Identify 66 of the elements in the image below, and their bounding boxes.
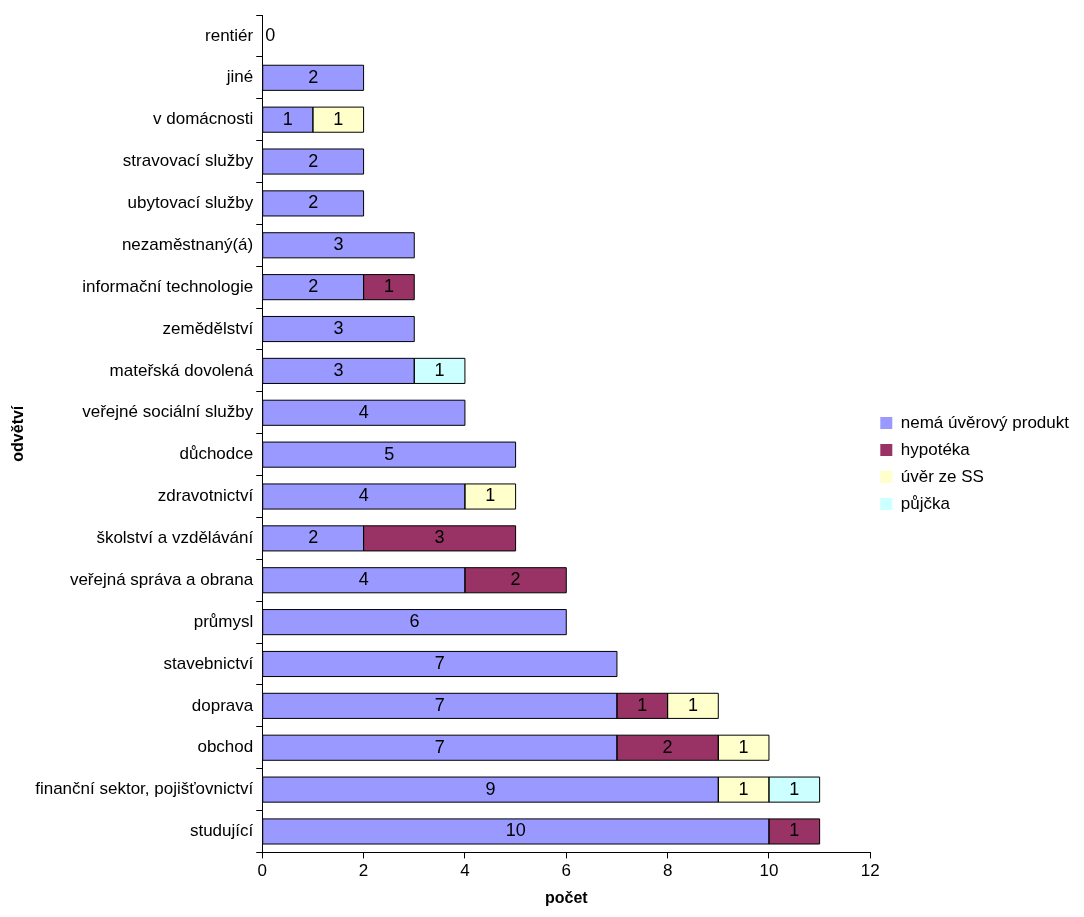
y-tick-label: ubytovací služby [127, 193, 254, 213]
y-tick-label: rentiér [205, 25, 254, 45]
data-label: 2 [308, 66, 319, 87]
legend-label: úvěr ze SS [900, 466, 984, 486]
data-label: 1 [789, 820, 800, 841]
data-label: 5 [384, 443, 395, 464]
data-label: 2 [510, 569, 521, 590]
data-label: 3 [434, 527, 445, 548]
data-label: 7 [434, 736, 445, 757]
y-tick-label: zdravotnictví [157, 486, 254, 506]
legend-label: nemá úvěrový produkt [900, 412, 1070, 432]
y-tick-label: finanční sektor, pojišťovnictví [35, 779, 254, 799]
y-tick-label: průmysl [193, 611, 254, 631]
data-label: 4 [358, 401, 369, 422]
data-label: 3 [333, 234, 344, 255]
y-tick-label: veřejná správa a obrana [69, 569, 254, 589]
data-label: 10 [505, 820, 526, 841]
x-tick-label: 8 [662, 861, 673, 881]
data-label: 3 [333, 317, 344, 338]
x-tick-label: 12 [860, 861, 880, 881]
legend-label: půjčka [900, 493, 951, 513]
data-label: 7 [434, 694, 445, 715]
y-tick-label: školství a vzdělávání [96, 528, 254, 548]
y-tick-label: stravovací služby [122, 151, 254, 171]
data-label: 4 [358, 485, 369, 506]
data-label: 1 [333, 108, 344, 129]
y-tick-label: veřejné sociální služby [82, 402, 254, 422]
x-tick-label: 10 [759, 861, 779, 881]
data-label: 2 [308, 276, 319, 297]
x-tick-label: 4 [460, 861, 470, 881]
data-label: 1 [434, 359, 445, 380]
data-label: 1 [383, 276, 394, 297]
data-label: 1 [485, 485, 496, 506]
y-tick-label: zemědělství [162, 318, 254, 338]
data-label: 2 [662, 736, 673, 757]
data-label: 1 [637, 694, 648, 715]
y-tick-label: obchod [197, 737, 254, 757]
y-tick-label: v domácnosti [153, 109, 254, 129]
data-label: 6 [409, 611, 420, 632]
x-tick-label: 6 [561, 861, 571, 881]
data-label: 0 [265, 24, 276, 45]
data-label: 2 [308, 192, 319, 213]
data-label: 1 [738, 778, 749, 799]
x-axis-title: počet [544, 888, 589, 906]
y-tick-label: jiné [225, 67, 254, 87]
y-tick-label: mateřská dovolená [109, 360, 254, 380]
x-tick-label: 0 [257, 861, 267, 881]
y-tick-label: nezaměstnaný(á) [121, 234, 254, 254]
y-axis-title: odvětví [9, 405, 27, 462]
data-label: 2 [308, 150, 319, 171]
x-tick-label: 2 [358, 861, 369, 881]
data-label: 7 [434, 652, 445, 673]
data-label: 1 [738, 736, 749, 757]
data-label: 4 [358, 569, 369, 590]
y-tick-label: důchodce [179, 444, 254, 464]
data-label: 1 [789, 778, 800, 799]
data-label: 3 [333, 359, 344, 380]
data-label: 1 [282, 108, 293, 129]
legend-label: hypotéka [900, 439, 971, 459]
y-tick-label: informační technologie [82, 276, 254, 296]
data-label: 9 [485, 778, 496, 799]
y-tick-label: doprava [191, 695, 254, 715]
data-label: 2 [308, 527, 319, 548]
data-label: 1 [687, 694, 698, 715]
y-tick-label: stavebnictví [163, 653, 254, 673]
y-tick-label: studující [189, 821, 254, 841]
